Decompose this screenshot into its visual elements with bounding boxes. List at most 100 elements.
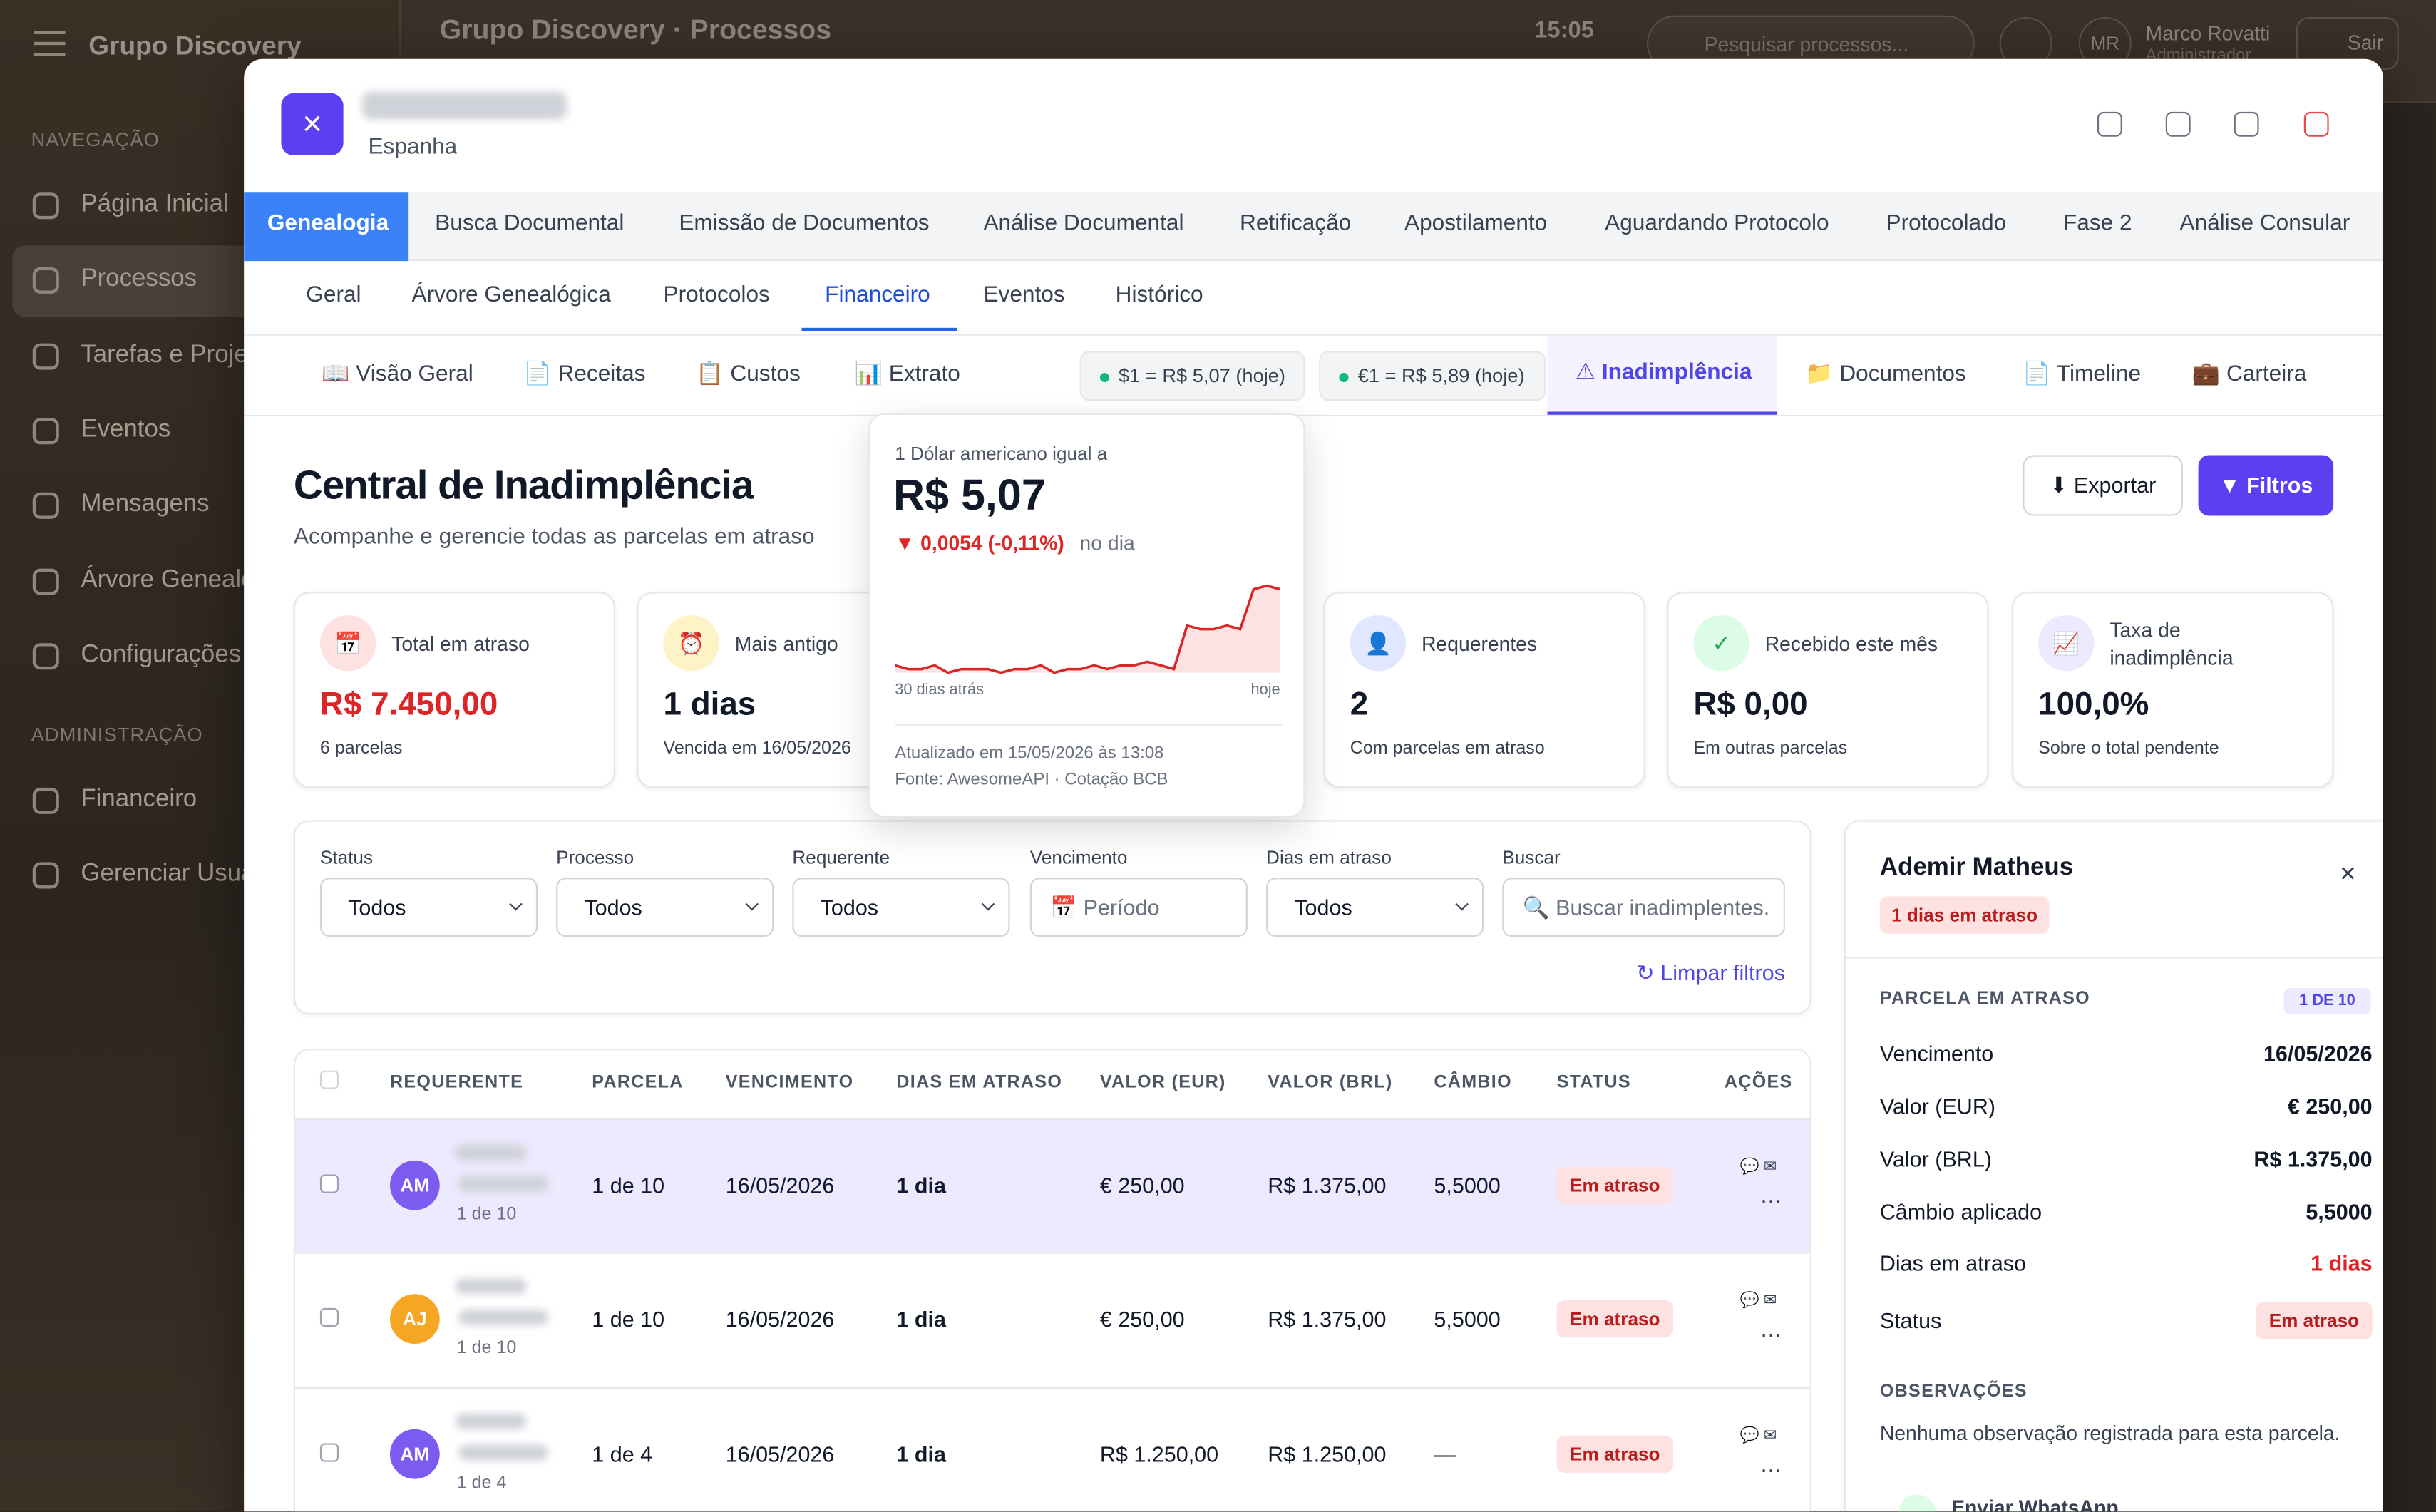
fin-tab[interactable]: 💼 Carteira <box>2191 361 2307 387</box>
row-more[interactable]: ⋯ <box>1760 1188 1782 1213</box>
fin-tab-active-bg <box>1547 335 1778 415</box>
rate-label: $1 = R$ 5,07 (hoje) <box>1119 365 1286 387</box>
cell: 16/05/2026 <box>725 1441 835 1466</box>
nav-item[interactable]: Mensagens <box>81 491 210 518</box>
nav-item[interactable]: Configurações <box>81 641 242 668</box>
filter-input[interactable]: Todos <box>792 878 1010 937</box>
stage-tab[interactable]: Análise Documental <box>983 211 1184 237</box>
card-sub: Em outras parcelas <box>1693 739 1848 758</box>
tooltip-value: R$ 5,07 <box>893 470 1046 519</box>
header-action[interactable] <box>2303 111 2329 137</box>
card <box>293 592 615 788</box>
sub-tab[interactable]: Geral <box>306 282 361 308</box>
search-placeholder[interactable]: Pesquisar processos... <box>1704 32 1909 56</box>
filter-button[interactable]: ▼ Filtros <box>2198 455 2334 516</box>
whatsapp-button[interactable]: Enviar WhatsApp <box>1951 1496 2119 1512</box>
filter-input[interactable]: 🔍 Buscar inadimplentes. <box>1502 878 1785 937</box>
tooltip-caption: 1 Dólar americano igual a <box>895 443 1108 465</box>
fin-tab[interactable]: 📁 Documentos <box>1805 361 1966 387</box>
column-header: STATUS <box>1556 1073 1631 1092</box>
section-title: OBSERVAÇÕES <box>1879 1382 2028 1402</box>
row-checkbox[interactable] <box>319 1308 339 1327</box>
header-action[interactable] <box>2165 111 2191 137</box>
row-more[interactable]: ⋯ <box>1760 1322 1782 1348</box>
heading: Central de Inadimplência <box>293 461 754 508</box>
card-icon: 📅 <box>319 614 376 672</box>
row-checkbox[interactable] <box>319 1174 339 1193</box>
nav-icon <box>32 567 59 595</box>
filter-input[interactable]: Todos <box>319 878 538 937</box>
card <box>2012 592 2334 788</box>
fin-tab[interactable]: 📋 Custos <box>696 361 801 387</box>
detail-close[interactable]: × <box>2339 857 2356 889</box>
modal: × Espanha Genealogia Busca Documental Emissã… <box>244 58 2383 1512</box>
brand: Grupo Discovery <box>88 31 302 61</box>
card-icon: 📈 <box>2038 614 2095 672</box>
nav-item[interactable]: Eventos <box>81 416 171 443</box>
filter-value: Todos <box>820 895 879 920</box>
notes: Nenhuma observação registrada para esta … <box>1879 1421 2340 1445</box>
column-header: AÇÕES <box>1724 1073 1793 1092</box>
stage-tab[interactable]: Aguardando Protocolo <box>1605 211 1829 237</box>
filter-input[interactable]: Todos <box>556 878 774 937</box>
sub-tab[interactable]: Protocolos <box>663 282 770 308</box>
row-checkbox[interactable] <box>319 1442 339 1461</box>
nav-item[interactable]: Processos <box>81 266 197 293</box>
rate-chip[interactable]: $1 = R$ 5,07 (hoje) <box>1079 351 1305 401</box>
checkbox-all[interactable] <box>319 1070 339 1089</box>
tooltip-source: Fonte: AwesomeAPI · Cotação BCB <box>895 770 1168 790</box>
filter-input[interactable]: Todos <box>1266 878 1484 937</box>
detail-badge: 1 dias em atraso <box>1879 896 2050 934</box>
sub-tab[interactable]: Eventos <box>983 282 1065 308</box>
row-actions[interactable]: 💬 ✉ <box>1739 1292 1777 1310</box>
cell: R$ 1.250,00 <box>1268 1441 1387 1466</box>
nav-item[interactable]: Financeiro <box>81 786 197 813</box>
nav-icon <box>32 493 59 520</box>
stage-tab[interactable]: Retificação <box>1240 211 1352 237</box>
card-sub: Vencida em 16/05/2026 <box>663 739 851 758</box>
rate-chip[interactable]: €1 = R$ 5,89 (hoje) <box>1319 351 1546 401</box>
row-more[interactable]: ⋯ <box>1760 1456 1782 1482</box>
row-actions[interactable]: 💬 ✉ <box>1739 1158 1777 1176</box>
fin-tab[interactable]: 📄 Timeline <box>2023 361 2142 387</box>
avatar: MR <box>2078 16 2132 71</box>
stage-tab[interactable]: Busca Documental <box>435 211 625 237</box>
stage-tab[interactable]: Emissão de Documentos <box>679 211 930 237</box>
clear-filters[interactable]: ↻ Limpar filtros <box>1636 960 1785 985</box>
export-button[interactable]: ⬇ Exportar <box>2023 455 2183 516</box>
nav-icon <box>32 642 59 669</box>
fin-tab[interactable]: 📊 Extrato <box>854 361 960 387</box>
header-action[interactable] <box>2097 111 2122 137</box>
stage-tab[interactable]: Protocolado <box>1886 211 2007 237</box>
sub-tab[interactable]: Árvore Genealógica <box>411 282 611 308</box>
fin-tab[interactable]: 📄 Receitas <box>523 361 646 387</box>
header-time: 15:05 <box>1534 16 1594 44</box>
sub-tab[interactable]: Financeiro <box>825 282 930 308</box>
column-header: REQUERENTE <box>389 1073 524 1092</box>
status-badge: Em atraso <box>2256 1302 2373 1339</box>
stage-tab[interactable]: Análise Consular <box>2179 211 2350 237</box>
stage-tab[interactable]: Fase 2 <box>2062 211 2132 237</box>
filter-input[interactable]: 📅 Período <box>1029 878 1248 937</box>
header-action[interactable] <box>2234 111 2259 137</box>
stage-tab[interactable]: Apostilamento <box>1404 211 1548 237</box>
nav-item[interactable]: Página Inicial <box>81 191 229 218</box>
cell: R$ 1.375,00 <box>1268 1173 1387 1198</box>
fin-tab[interactable]: 📖 Visão Geral <box>322 361 473 387</box>
card-value: 100,0% <box>2038 686 2149 723</box>
fin-tab[interactable]: ⚠ Inadimplência <box>1575 360 1752 386</box>
cell: 1 dia <box>896 1307 946 1332</box>
filter-label: Requerente <box>792 846 890 869</box>
close-button[interactable]: × <box>281 93 344 155</box>
detail-label: Câmbio aplicado <box>1879 1199 2042 1225</box>
cell: — <box>1434 1441 1456 1466</box>
sub-tab-underline <box>801 327 957 331</box>
cell: 1 dia <box>896 1441 946 1466</box>
column-header: PARCELA <box>592 1073 684 1092</box>
sub-tab-border <box>244 334 2383 336</box>
row-actions[interactable]: 💬 ✉ <box>1739 1426 1777 1444</box>
cell: 1 de 4 <box>592 1441 653 1466</box>
avatar-initials: MR <box>2090 32 2120 55</box>
stage-tab[interactable]: Genealogia <box>267 211 389 237</box>
sub-tab[interactable]: Histórico <box>1115 282 1203 308</box>
